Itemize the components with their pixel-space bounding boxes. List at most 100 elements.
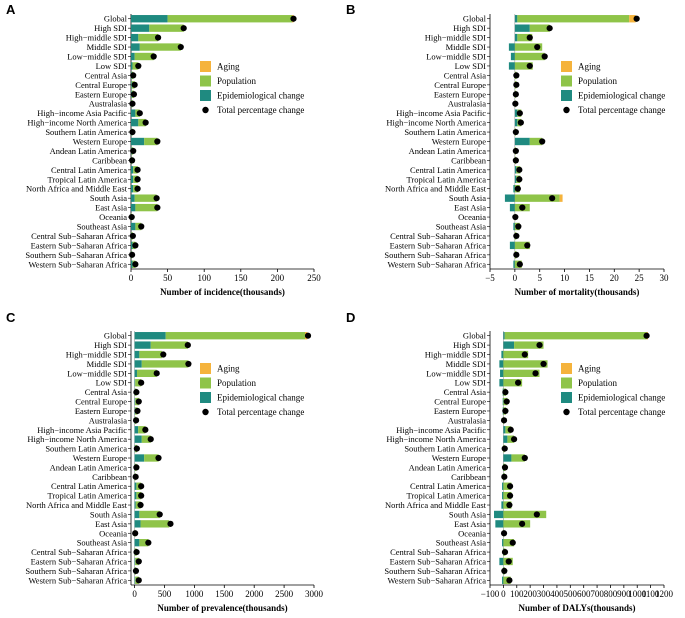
bar-population [139,350,163,359]
total-point [515,379,522,386]
category-label: Tropical Latin America [407,491,487,501]
legend-label: Population [217,76,257,86]
bar-aging [629,15,636,23]
total-point [134,176,141,183]
category-label: Andean Latin America [50,462,128,472]
category-label: High−income Asia Pacific [37,425,127,435]
category-label: Low SDI [96,61,128,71]
legend-swatch [561,75,572,87]
category-label: Western Europe [432,453,487,463]
category-label: Middle SDI [87,42,128,52]
legend-label: Total percentage change [217,105,304,115]
legend-label: Epidemiological change [217,393,304,403]
total-point [130,147,137,155]
legend: Aging Population Epidemiological change Tot… [561,61,665,115]
total-point [532,370,539,377]
total-point [502,389,509,396]
bar-epidemiological-change [500,369,504,378]
category-label: Southeast Asia [77,222,128,232]
bar-epidemiological-change [503,341,515,349]
bar-population [135,203,158,212]
total-point [160,351,167,358]
total-point [539,138,546,145]
category-label: Low SDI [455,378,487,388]
total-point [512,213,519,221]
total-point [506,492,514,499]
category-label: High−middle SDI [425,33,486,43]
category-label: East Asia [454,519,486,529]
total-point [512,157,519,164]
total-point [135,577,142,584]
x-tick-label: 30 [660,273,670,283]
bar-population [140,520,170,528]
category-label: Eastern Europe [434,89,486,99]
category-label: Middle SDI [87,359,128,369]
total-point [526,62,533,70]
category-label: North Africa and Middle East [385,500,487,510]
category-label: Eastern Sub−Saharan Africa [390,556,487,566]
x-axis-label: Number of prevalence(thousands) [157,603,287,613]
total-point [501,464,509,471]
x-tick-label: 100 [197,273,211,283]
category-label: Central Sub−Saharan Africa [390,547,486,557]
category-label: Southeast Asia [436,222,487,232]
category-label: Andean Latin America [409,462,487,472]
legend-label: Epidemiological change [217,91,304,101]
category-label: Oceania [458,528,486,538]
category-label: Low SDI [96,378,128,388]
category-label: Western Europe [432,137,487,147]
bar-epidemiological-change [134,332,166,340]
bar-epidemiological-change [131,260,133,268]
x-tick-label: 300 [537,589,551,599]
total-point [138,223,145,230]
total-point [177,43,184,51]
bar-epidemiological-change [131,109,136,117]
total-point [633,15,640,22]
total-point [132,473,139,480]
bar-population [165,332,306,340]
bar-population [514,43,543,51]
bar-epidemiological-change [514,15,518,23]
bar-epidemiological-change [131,137,145,146]
category-label: Middle SDI [446,359,487,369]
legend-dot [202,106,209,114]
bar-population [503,379,523,387]
bar-epidemiological-change [134,435,142,443]
total-point [513,72,520,79]
bar-population [511,454,525,462]
bar-epidemiological-change [503,332,505,340]
legend-swatch [561,61,572,72]
category-label: Caribbean [451,155,487,165]
category-label: Southeast Asia [77,538,128,548]
category-label: Central Sub−Saharan Africa [31,547,127,557]
x-tick-label: 1100 [642,589,660,599]
legend: Aging Population Epidemiological change Tot… [561,363,665,417]
bar-epidemiological-change [131,33,139,42]
legend-label: Aging [578,364,601,374]
category-label: Tropical Latin America [48,491,128,501]
bar-epidemiological-change [502,576,504,584]
category-label: Andean Latin America [50,146,128,156]
x-tick-label: 3000 [305,589,324,599]
total-point [500,530,508,537]
category-label: South Asia [90,193,127,203]
bar-epidemiological-change [499,557,504,566]
x-tick-label: 15 [585,273,595,283]
total-point [536,342,543,349]
panel-b: B −5 0 5 10 15 20 25 30 Number of mortality(thous… [346,2,669,297]
category-label: East Asia [95,203,127,213]
total-point [512,147,519,155]
total-point [133,389,140,396]
bar-population [139,43,181,51]
total-point [132,242,139,249]
legend: Aging Population Epidemiological change Tot… [200,61,304,115]
legend-dot [563,408,570,416]
total-point [134,185,141,192]
total-point [519,520,526,527]
category-label: South Asia [90,509,127,519]
bar-epidemiological-change [131,24,150,32]
total-point [516,166,523,173]
legend-label: Epidemiological change [578,393,665,403]
total-point [138,483,145,490]
total-point [501,445,508,452]
